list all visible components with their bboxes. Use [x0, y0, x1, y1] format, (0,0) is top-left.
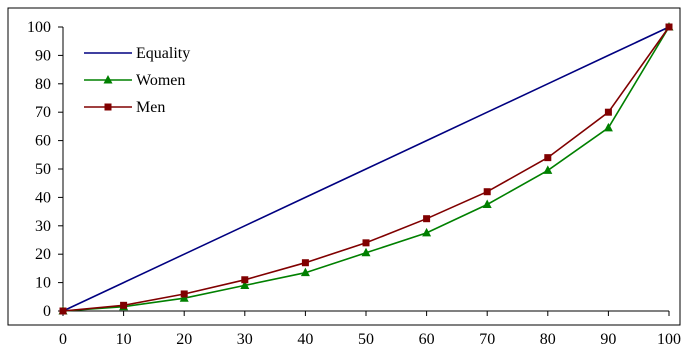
y-tick-label: 30 — [35, 218, 51, 235]
y-tick-label: 70 — [35, 104, 51, 121]
data-point-men — [665, 23, 673, 31]
data-point-men — [180, 290, 188, 298]
data-point-men — [120, 301, 128, 309]
data-point-men — [59, 307, 67, 315]
y-tick-label: 50 — [35, 161, 51, 178]
legend-label-women: Women — [136, 72, 185, 89]
x-tick-label: 0 — [59, 331, 67, 348]
series-men — [59, 23, 673, 315]
legend-marker-men — [104, 103, 112, 111]
legend-label-equality: Equality — [136, 45, 190, 62]
x-tick-label: 70 — [479, 331, 495, 348]
data-point-men — [483, 188, 491, 196]
y-tick-label: 100 — [27, 19, 51, 36]
data-point-women — [179, 293, 189, 302]
y-axis: 0 10 20 30 40 50 60 70 80 90 100 — [27, 19, 64, 320]
y-tick-label: 60 — [35, 133, 51, 150]
series-equality — [62, 26, 670, 312]
data-point-men — [604, 108, 612, 116]
data-point-men — [241, 276, 249, 284]
y-tick-label: 0 — [43, 303, 51, 320]
data-point-men — [301, 259, 309, 267]
x-tick-label: 30 — [237, 331, 253, 348]
x-axis: 0 10 20 30 40 50 60 70 80 90 100 — [59, 310, 681, 348]
y-tick-label: 10 — [35, 275, 51, 292]
x-tick-label: 50 — [358, 331, 374, 348]
series-layer — [58, 22, 674, 315]
legend-item-men: Men — [84, 99, 165, 116]
legend-marker-women — [103, 75, 113, 84]
data-point-women — [422, 227, 432, 237]
x-tick-label: 90 — [600, 331, 616, 348]
plot-frame — [7, 7, 681, 326]
x-tick-label: 100 — [657, 331, 681, 348]
data-point-men — [544, 154, 552, 162]
x-tick-label: 10 — [116, 331, 132, 348]
data-point-women — [603, 122, 613, 132]
data-point-women — [482, 199, 492, 208]
legend-label-men: Men — [136, 99, 165, 116]
series-line-equality — [62, 26, 670, 312]
x-tick-label: 20 — [176, 331, 192, 348]
y-tick-label: 20 — [35, 246, 51, 263]
legend-item-equality: Equality — [84, 45, 190, 62]
legend-item-women: Women — [84, 72, 185, 89]
legend: Equality Women Men — [84, 45, 190, 116]
data-point-women — [543, 165, 553, 174]
data-point-women — [300, 267, 310, 277]
x-tick-label: 60 — [419, 331, 435, 348]
y-tick-label: 90 — [35, 47, 51, 64]
x-tick-label: 80 — [540, 331, 556, 348]
x-tick-label: 40 — [297, 331, 313, 348]
data-point-women — [240, 280, 250, 289]
y-tick-label: 80 — [35, 76, 51, 93]
data-point-men — [362, 239, 370, 247]
data-point-men — [423, 215, 431, 223]
data-point-women — [361, 247, 371, 257]
y-tick-label: 40 — [35, 189, 51, 206]
